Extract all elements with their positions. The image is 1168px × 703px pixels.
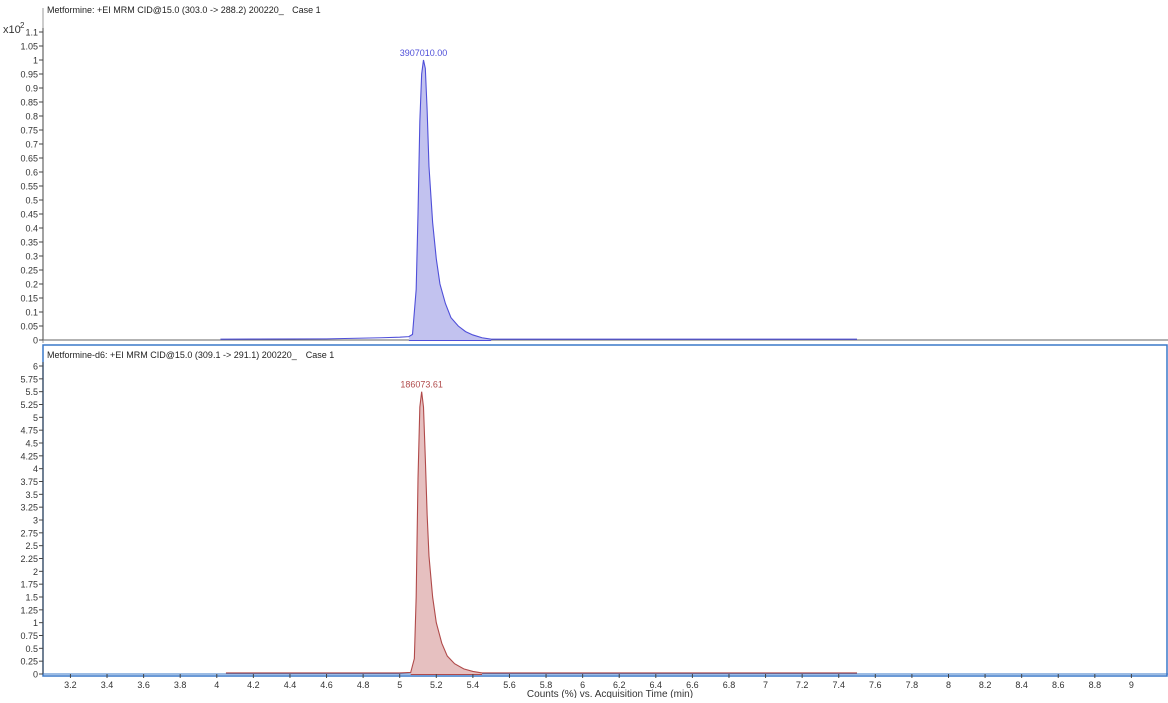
- x-tick-label: 8.2: [979, 680, 992, 690]
- x-tick-label: 5.4: [467, 680, 480, 690]
- y-tick-label: 4: [33, 464, 38, 474]
- y-tick-label: 0.6: [25, 168, 38, 178]
- signal-line: [220, 59, 858, 340]
- y-tick-label: 0.65: [20, 154, 38, 164]
- peak-area-fill: [410, 391, 483, 674]
- y-tick-label: 0.8: [25, 112, 38, 122]
- y-tick-label: 0.4: [25, 224, 38, 234]
- x-tick-label: 3.6: [137, 680, 150, 690]
- chart-title-1: Metformine: +EI MRM CID@15.0 (303.0 -> 2…: [47, 5, 285, 15]
- peak-area-fill: [408, 60, 492, 340]
- chart-title-2: Metformine-d6: +EI MRM CID@15.0 (309.1 -…: [47, 350, 298, 360]
- y-tick-label: 0.9: [25, 84, 38, 94]
- scale-prefix: x10: [3, 24, 21, 36]
- x-axis-label: Counts (%) vs. Acquisition Time (min): [527, 689, 693, 698]
- y-tick-label: 0.35: [20, 238, 38, 248]
- y-tick-label: 0.45: [20, 210, 38, 220]
- y-tick-label: 5.5: [25, 387, 38, 397]
- x-tick-label: 5.8: [540, 680, 553, 690]
- y-tick-label: 0.3: [25, 252, 38, 262]
- y-tick-label: 3.25: [20, 503, 38, 513]
- y-tick-label: 1.25: [20, 605, 38, 615]
- y-tick-label: 0.95: [20, 70, 38, 80]
- x-tick-label: 3.8: [174, 680, 187, 690]
- y-tick-label: 3: [33, 516, 38, 526]
- y-tick-label: 2.25: [20, 554, 38, 564]
- x-tick-label: 7.4: [832, 680, 845, 690]
- x-tick-label: 5: [397, 680, 402, 690]
- x-tick-label: 3.4: [101, 680, 114, 690]
- x-tick-label: 3.2: [64, 680, 77, 690]
- x-tick-label: 6.8: [723, 680, 736, 690]
- y-tick-label: 6: [33, 362, 38, 372]
- y-tick-label: 2: [33, 567, 38, 577]
- y-tick-label: 1: [33, 618, 38, 628]
- signal-line: [225, 391, 858, 674]
- x-tick-label: 7.6: [869, 680, 882, 690]
- y-tick-label: 4.75: [20, 426, 38, 436]
- y-tick-label: 0.05: [20, 322, 38, 332]
- x-tick-label: 5.6: [503, 680, 516, 690]
- x-tick-label: 9: [1129, 680, 1134, 690]
- x-tick-label: 8.6: [1052, 680, 1065, 690]
- y-tick-label: 0.15: [20, 294, 38, 304]
- y-tick-label: 1.75: [20, 580, 38, 590]
- y-tick-label: 0.5: [25, 196, 38, 206]
- x-tick-label: 6: [580, 680, 585, 690]
- y-tick-label: 0.75: [20, 631, 38, 641]
- y-tick-label: 1.5: [25, 593, 38, 603]
- y-tick-label: 2.75: [20, 528, 38, 538]
- x-tick-label: 4.4: [284, 680, 297, 690]
- y-tick-label: 0.85: [20, 98, 38, 108]
- y-tick-label: 4.25: [20, 451, 38, 461]
- x-tick-label: 8.8: [1089, 680, 1102, 690]
- y-tick-label: 0.5: [25, 644, 38, 654]
- peak-label: 3907010.00: [400, 48, 448, 58]
- y-tick-label: 0.7: [25, 140, 38, 150]
- y-tick-label: 0.25: [20, 657, 38, 667]
- y-tick-label: 0.1: [25, 308, 38, 318]
- y-tick-label: 3.75: [20, 477, 38, 487]
- y-tick-label: 4.5: [25, 439, 38, 449]
- x-tick-label: 7.8: [906, 680, 919, 690]
- y-tick-label: 1: [33, 56, 38, 66]
- peak-label: 186073.61: [400, 380, 443, 390]
- y-tick-label: 3.5: [25, 490, 38, 500]
- y-tick-label: 0.55: [20, 182, 38, 192]
- y-tick-label: 5.75: [20, 374, 38, 384]
- x-tick-label: 4.2: [247, 680, 260, 690]
- y-tick-label: 5: [33, 413, 38, 423]
- chart-panel-2: Metformine-d6: +EI MRM CID@15.0 (309.1 -…: [20, 344, 1168, 690]
- x-tick-label: 8: [946, 680, 951, 690]
- x-tick-label: 6.2: [613, 680, 626, 690]
- y-tick-label: 2.5: [25, 541, 38, 551]
- x-tick-label: 7: [763, 680, 768, 690]
- y-tick-label: 5.25: [20, 400, 38, 410]
- chart-panel-1: Metformine: +EI MRM CID@15.0 (303.0 -> 2…: [20, 5, 1168, 346]
- x-tick-label: 6.4: [650, 680, 663, 690]
- y-tick-label: 1.1: [25, 28, 38, 38]
- y-tick-label: 0.25: [20, 266, 38, 276]
- y-tick-label: 0: [33, 336, 38, 346]
- x-tick-label: 4.8: [357, 680, 370, 690]
- chart-title-suffix-2: Case 1: [306, 350, 335, 360]
- x-tick-label: 6.6: [686, 680, 699, 690]
- scale-exponent: 2: [20, 21, 25, 30]
- x-tick-label: 4.6: [320, 680, 333, 690]
- x-tick-label: 8.4: [1015, 680, 1028, 690]
- x-tick-label: 7.2: [796, 680, 809, 690]
- y-tick-label: 0.2: [25, 280, 38, 290]
- chart-title-suffix-1: Case 1: [292, 5, 321, 15]
- x-tick-label: 4: [214, 680, 219, 690]
- y-tick-label: 0: [33, 670, 38, 680]
- y-tick-label: 0.75: [20, 126, 38, 136]
- y-tick-label: 1.05: [20, 42, 38, 52]
- x-tick-label: 5.2: [430, 680, 443, 690]
